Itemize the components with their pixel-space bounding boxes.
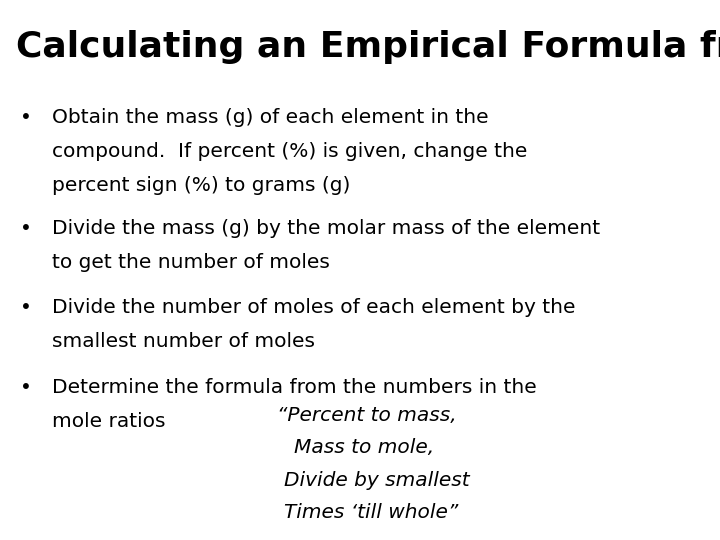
Text: •: •: [20, 219, 32, 238]
Text: Calculating an Empirical Formula from Data: Calculating an Empirical Formula from Da…: [16, 30, 720, 64]
Text: smallest number of moles: smallest number of moles: [52, 332, 315, 351]
Text: •: •: [20, 298, 32, 317]
Text: Determine the formula from the numbers in the: Determine the formula from the numbers i…: [52, 378, 536, 397]
Text: •: •: [20, 378, 32, 397]
Text: percent sign (%) to grams (g): percent sign (%) to grams (g): [52, 176, 350, 195]
Text: “Percent to mass,: “Percent to mass,: [277, 406, 456, 425]
Text: •: •: [20, 108, 32, 127]
Text: compound.  If percent (%) is given, change the: compound. If percent (%) is given, chang…: [52, 142, 527, 161]
Text: Divide by smallest: Divide by smallest: [284, 471, 470, 490]
Text: Mass to mole,: Mass to mole,: [294, 438, 434, 457]
Text: Obtain the mass (g) of each element in the: Obtain the mass (g) of each element in t…: [52, 108, 488, 127]
Text: Divide the number of moles of each element by the: Divide the number of moles of each eleme…: [52, 298, 575, 317]
Text: mole ratios: mole ratios: [52, 412, 166, 431]
Text: Times ‘till whole”: Times ‘till whole”: [284, 503, 459, 522]
Text: to get the number of moles: to get the number of moles: [52, 253, 330, 272]
Text: Divide the mass (g) by the molar mass of the element: Divide the mass (g) by the molar mass of…: [52, 219, 600, 238]
